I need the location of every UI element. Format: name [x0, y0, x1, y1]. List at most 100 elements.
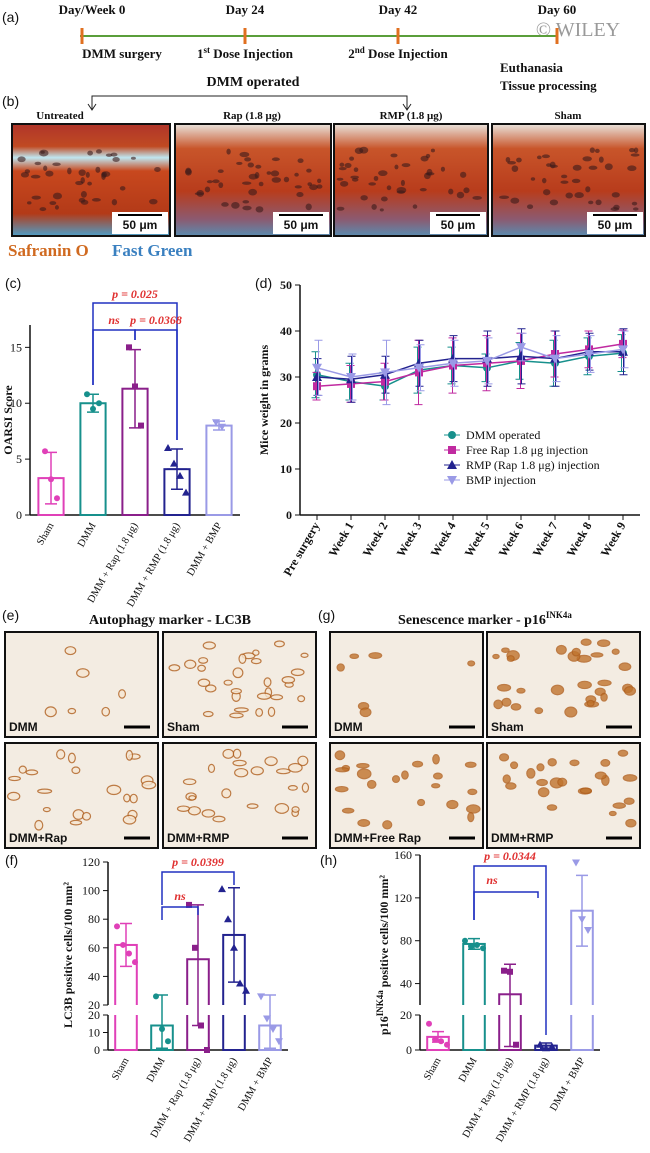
timeline-event: Tissue processing — [500, 78, 597, 93]
panel-label: (e) — [2, 607, 19, 623]
cell — [267, 706, 276, 717]
cell — [54, 205, 59, 210]
cell — [316, 184, 323, 189]
cell — [197, 664, 206, 672]
cell — [357, 819, 371, 827]
timeline-day: Day 42 — [379, 2, 418, 17]
error-bar — [572, 874, 592, 947]
y-tick-label: 15 — [10, 340, 22, 354]
cell — [589, 147, 595, 153]
cell — [306, 168, 312, 173]
watermark: © WILEY — [536, 19, 620, 41]
cell — [266, 171, 272, 175]
cell — [633, 147, 639, 154]
marker — [159, 1026, 165, 1032]
significance-label: ns — [174, 889, 186, 903]
significance-label: p = 0.025 — [111, 287, 158, 301]
cell — [287, 785, 298, 791]
label-part: LC3B positive cells/100 mm² — [61, 882, 75, 1028]
marker — [186, 901, 192, 908]
significance-label: p = 0.0344 — [483, 849, 536, 863]
cell — [232, 667, 244, 679]
marker — [114, 923, 120, 930]
cell — [281, 676, 296, 684]
cell — [536, 155, 542, 160]
cell — [255, 164, 262, 169]
y-tick-label: 100 — [82, 884, 100, 898]
cell — [270, 694, 284, 701]
x-tick-label: Week 5 — [462, 520, 493, 560]
cell — [596, 639, 611, 648]
cell — [317, 178, 322, 184]
series-line — [316, 346, 624, 378]
error-bar — [224, 886, 244, 983]
cell — [379, 208, 384, 212]
cell — [579, 787, 592, 795]
cell — [472, 195, 482, 200]
cell — [204, 186, 211, 193]
cell — [338, 166, 347, 171]
cell — [359, 707, 372, 718]
cell — [492, 653, 500, 660]
panel-label: (b) — [2, 93, 19, 109]
image-title: Untreated — [36, 110, 83, 122]
cell — [69, 819, 83, 826]
image-label: DMM+Free Rap — [334, 831, 421, 845]
cell — [40, 150, 45, 154]
cell — [154, 167, 161, 172]
cell — [446, 799, 459, 810]
cell — [516, 157, 522, 163]
marker — [584, 350, 594, 359]
cell — [95, 149, 102, 154]
cell — [501, 697, 512, 707]
cell — [505, 157, 511, 163]
marker — [96, 400, 102, 407]
marker — [218, 423, 226, 431]
y-tick-label: 80 — [88, 912, 100, 926]
cell — [273, 640, 285, 648]
cell — [67, 707, 77, 715]
marker — [468, 943, 474, 950]
legend-label: Free Rap 1.8 μg injection — [466, 443, 588, 457]
cell — [555, 644, 567, 655]
cell — [565, 192, 573, 199]
cell — [629, 147, 635, 153]
marker — [516, 351, 526, 361]
marker — [218, 885, 226, 893]
cell — [110, 152, 118, 157]
cell — [498, 753, 510, 762]
cell — [550, 164, 558, 168]
cell — [309, 184, 318, 191]
panel-label: (c) — [5, 275, 21, 291]
cell — [288, 762, 303, 773]
panel-label: (d) — [255, 275, 272, 291]
marker — [548, 1042, 556, 1050]
marker — [224, 915, 232, 923]
cell — [274, 802, 290, 814]
ihc-image — [486, 742, 641, 849]
cell — [231, 201, 240, 209]
cell — [541, 154, 550, 159]
cell — [502, 774, 511, 784]
image-label: DMM+RMP — [167, 831, 229, 845]
marker — [164, 443, 172, 451]
cell — [297, 755, 309, 767]
cell — [574, 192, 584, 199]
cell — [72, 809, 85, 820]
cell — [129, 793, 138, 804]
x-tick-label: Sham — [35, 521, 56, 547]
bar — [79, 402, 107, 516]
y-axis-label: p16INK4a positive cells/100 mm² — [375, 875, 391, 1035]
scale-bars — [112, 212, 643, 234]
cell — [85, 171, 90, 178]
scale-label: 50 μm — [598, 218, 633, 232]
cell — [238, 653, 247, 664]
marker — [42, 448, 48, 455]
error-bar — [167, 448, 187, 491]
cell — [218, 182, 224, 189]
x-tick-label: Week 9 — [598, 520, 629, 560]
label-part: Mice weight in grams — [257, 345, 271, 456]
cell — [400, 179, 405, 187]
cell — [560, 180, 569, 184]
